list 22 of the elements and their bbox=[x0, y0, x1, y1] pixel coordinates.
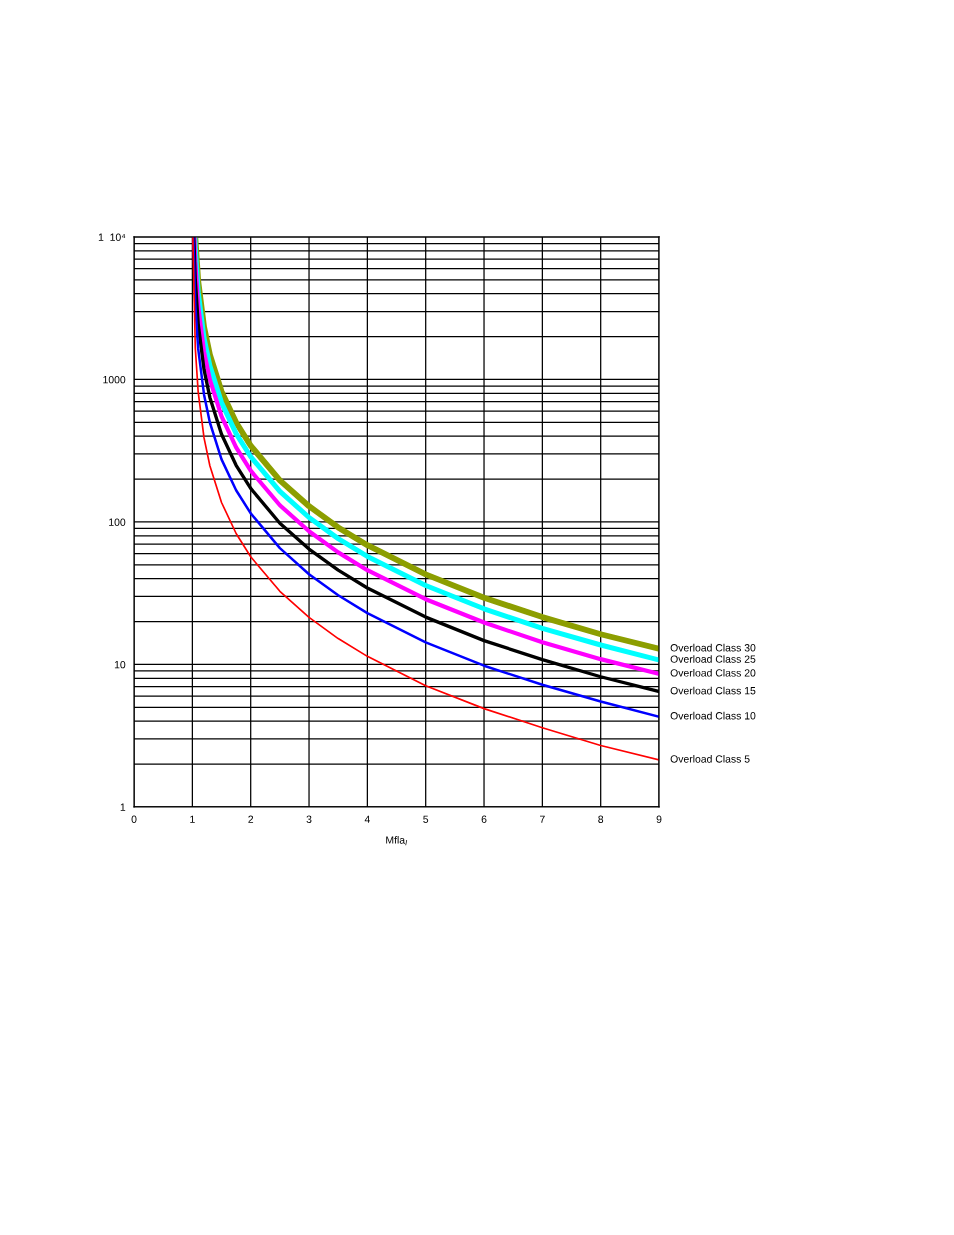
x-tick-label: 5 bbox=[423, 815, 429, 823]
y-tick-label: 1000 bbox=[103, 375, 126, 384]
y-tick-label: 10 bbox=[114, 660, 126, 669]
x-tick-label: 6 bbox=[481, 815, 487, 823]
x-tick-label: 8 bbox=[598, 815, 604, 823]
x-tick-label: 4 bbox=[364, 815, 370, 823]
series-label: Overload Class 15 bbox=[670, 686, 756, 695]
y-tick-label: 1 bbox=[120, 803, 126, 811]
series-label: Overload Class 10 bbox=[670, 711, 756, 720]
x-tick-label: 0 bbox=[131, 815, 137, 823]
series-label: Overload Class 5 bbox=[670, 755, 750, 763]
series-label: Overload Class 20 bbox=[670, 668, 756, 677]
y-tick-label: 1 10⁴ bbox=[98, 233, 126, 241]
x-tick-label: 7 bbox=[540, 815, 545, 823]
series-label: Overload Class 30 bbox=[670, 643, 756, 652]
x-tick-label: 3 bbox=[306, 815, 312, 823]
x-axis-title: Mfla$_{I}$ bbox=[386, 836, 408, 846]
x-tick-label: 9 bbox=[656, 815, 662, 823]
series-label: Overload Class 25 bbox=[670, 655, 756, 663]
x-tick-label: 2 bbox=[248, 815, 254, 823]
y-tick-label: 100 bbox=[109, 518, 126, 526]
x-tick-label: 1 bbox=[190, 815, 195, 823]
